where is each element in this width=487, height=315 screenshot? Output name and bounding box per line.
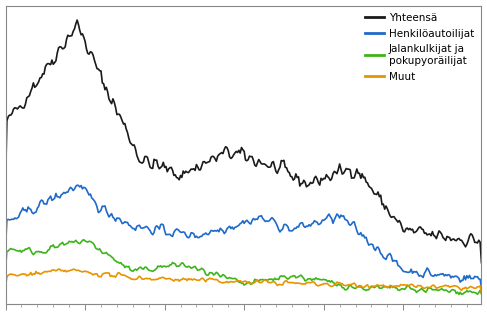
Legend: Yhteensä, Henkilöautoilijat, Jalankulkijat ja
pokupyoräilijat, Muut: Yhteensä, Henkilöautoilijat, Jalankulkij… [361, 9, 478, 86]
